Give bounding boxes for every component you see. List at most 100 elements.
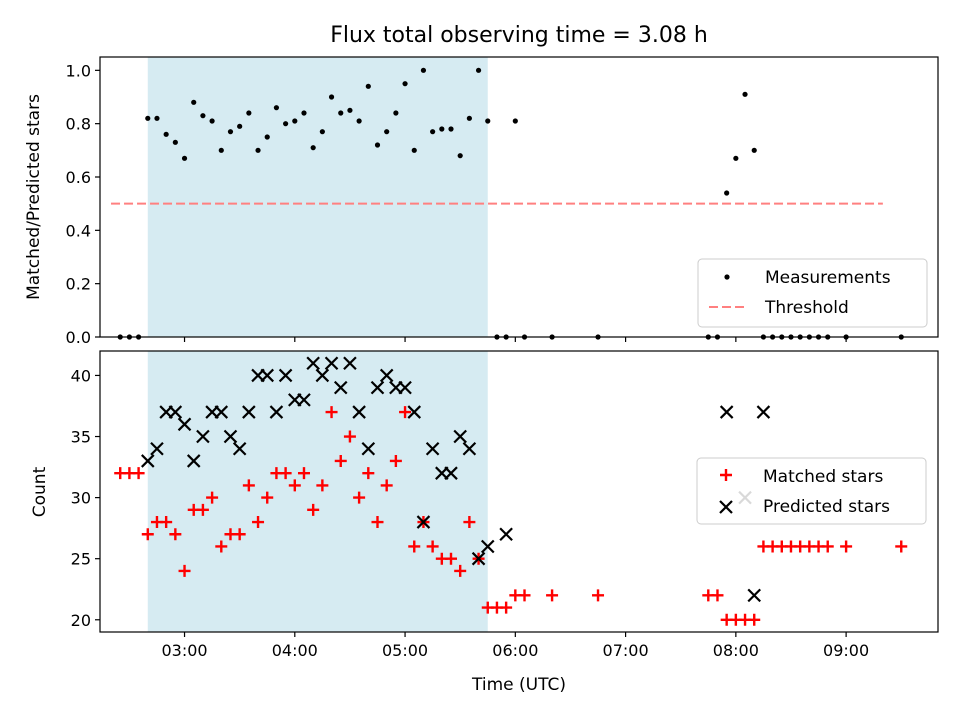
matched-star-point	[288, 479, 301, 492]
predicted-star-point	[499, 527, 513, 542]
measurement-point	[283, 121, 289, 127]
predicted-star-point	[407, 405, 422, 419]
matched-star-point	[160, 516, 173, 529]
matched-star-point	[546, 589, 559, 602]
top-panel: 0.0 0.2 0.4 0.6 0.8 1.0 Matched/Predicted sta…	[24, 56, 939, 347]
x-tick-label: 08:00	[713, 641, 759, 660]
measurement-point	[328, 94, 335, 100]
matched-star-point	[380, 479, 393, 492]
measurement-point	[430, 129, 436, 135]
top-legend: Measurements Threshold	[697, 258, 928, 328]
legend-measurements-label: Measurements	[765, 268, 891, 288]
top-axes-frame	[99, 56, 939, 338]
matched-star-point	[325, 406, 338, 419]
measurement-point	[292, 118, 298, 124]
measurement-point	[724, 190, 730, 196]
predicted-star-point	[297, 393, 311, 407]
measurement-point	[191, 99, 197, 105]
bottom-legend: Matched stars Predicted stars	[696, 457, 927, 525]
measurement-point	[411, 147, 417, 153]
predicted-star-point	[361, 441, 376, 456]
matched-star-point	[196, 503, 209, 516]
bottom-panel: 20 25 30 35 40 03:00 04:00 05:00 06:00 07:00 08:0…	[30, 350, 939, 695]
matched-star-point	[518, 589, 531, 602]
matched-stars-series	[114, 406, 908, 626]
measurement-point	[393, 110, 399, 116]
matched-star-point	[252, 516, 265, 529]
measurement-point	[145, 115, 151, 121]
matched-star-point	[242, 479, 255, 492]
x-tick-label: 03:00	[161, 641, 207, 660]
predicted-star-point	[214, 405, 229, 419]
x-tick-label: 06:00	[492, 641, 538, 660]
measurement-point	[439, 126, 445, 132]
matched-star-point	[206, 491, 219, 504]
y-tick-label: 0.6	[66, 168, 91, 187]
measurement-point	[448, 126, 454, 132]
predicted-star-point	[150, 441, 164, 456]
predicted-star-point	[333, 380, 348, 395]
predicted-star-point	[480, 539, 495, 554]
measurement-point	[457, 153, 463, 159]
matched-star-point	[297, 467, 310, 480]
predicted-star-point	[186, 454, 201, 468]
predicted-star-point	[177, 417, 192, 432]
measurement-point	[751, 147, 757, 153]
matched-star-point	[500, 601, 513, 614]
matched-star-point	[821, 540, 834, 553]
matched-star-point	[362, 467, 375, 480]
matched-star-point	[334, 454, 347, 467]
bottom-y-ticks: 20 25 30 35 40	[71, 366, 100, 630]
measurement-point	[365, 83, 371, 89]
bottom-y-axis-label: Count	[30, 466, 50, 517]
observing-span-shade	[147, 57, 488, 337]
measurements-series	[117, 67, 904, 340]
predicted-star-point	[141, 454, 155, 468]
measurement-point	[485, 118, 491, 124]
matched-star-point	[389, 454, 402, 467]
measurement-point	[338, 110, 344, 116]
predicted-star-point	[324, 356, 339, 370]
top-x-ticks	[183, 337, 847, 342]
matched-star-point	[711, 589, 724, 602]
predicted-star-point	[379, 368, 394, 383]
predicted-star-point	[416, 515, 431, 529]
matched-star-point	[169, 528, 182, 541]
top-y-axis-label: Matched/Predicted stars	[24, 94, 44, 300]
y-tick-label: 0.8	[66, 115, 91, 134]
measurement-point	[466, 115, 472, 121]
predicted-star-point	[223, 429, 238, 444]
matched-star-point	[307, 503, 320, 516]
x-axis-label: Time (UTC)	[471, 675, 566, 695]
measurement-point	[237, 123, 243, 129]
predicted-star-point	[453, 429, 467, 444]
predicted-star-point	[398, 380, 412, 395]
predicted-star-point	[471, 551, 486, 566]
matched-star-point	[261, 491, 274, 504]
chart-title: Flux total observing time = 3.08 h	[330, 23, 708, 48]
predicted-star-point	[306, 356, 320, 370]
measurement-point	[200, 113, 206, 119]
measurement-point	[154, 115, 160, 121]
measurement-point	[475, 67, 482, 73]
predicted-star-point	[260, 368, 275, 383]
measurement-point	[347, 107, 353, 113]
x-tick-label: 04:00	[272, 641, 318, 660]
predicted-star-point	[370, 380, 385, 395]
predicted-star-point	[168, 405, 183, 419]
predicted-star-point	[196, 429, 210, 444]
matched-star-point	[343, 430, 356, 443]
predicted-star-point	[242, 405, 256, 419]
matched-star-point	[592, 589, 605, 602]
bottom-x-ticks: 03:00 04:00 05:00 06:00 07:00 08:00 09:00	[161, 632, 869, 660]
measurement-point	[255, 147, 261, 153]
legend-threshold-label: Threshold	[764, 298, 849, 318]
bottom-legend-box	[696, 457, 927, 525]
measurement-point	[742, 91, 748, 97]
observing-span-shade	[147, 351, 488, 632]
measurement-point	[310, 145, 316, 151]
legend-measurements-marker	[724, 274, 730, 280]
x-tick-label: 05:00	[382, 641, 428, 660]
measurement-point	[227, 129, 234, 135]
